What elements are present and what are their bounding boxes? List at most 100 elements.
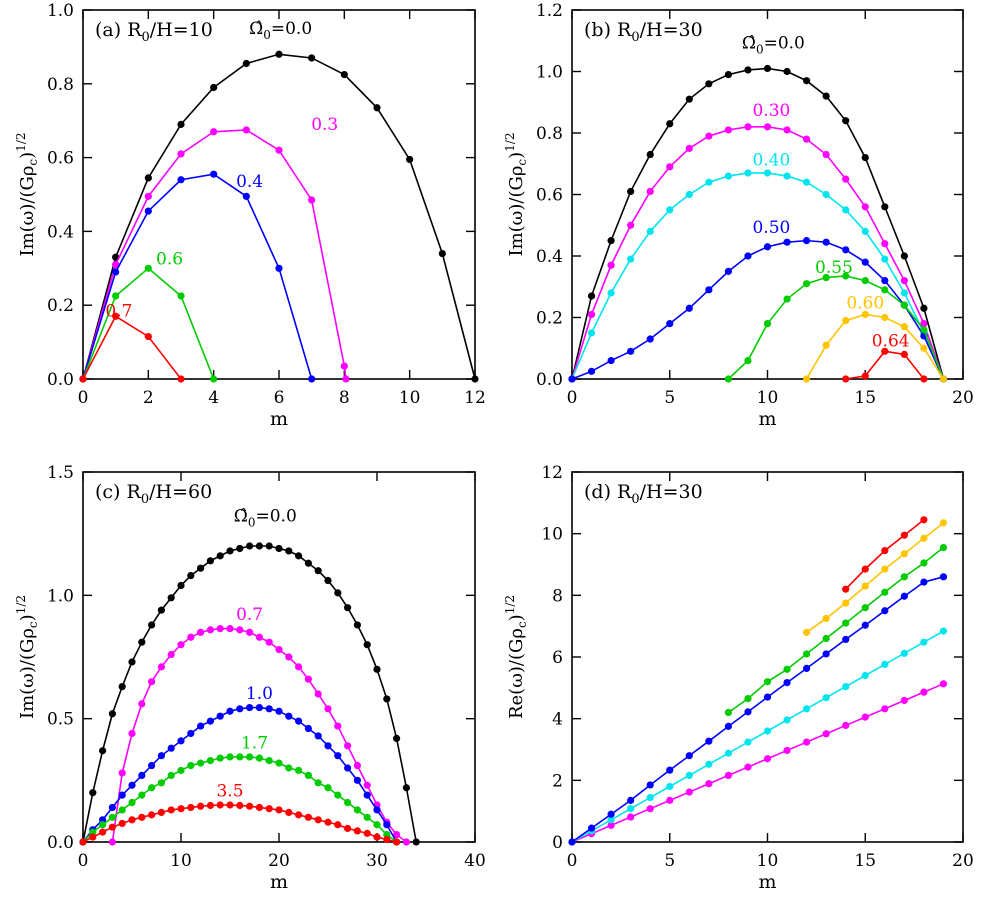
- data-point: [187, 761, 195, 770]
- data-point: [144, 207, 152, 215]
- series-label: 0.50: [752, 218, 790, 238]
- data-point: [242, 192, 250, 200]
- series-line: [82, 53, 476, 380]
- y-tick-label: 1.2: [536, 1, 563, 21]
- data-point: [255, 803, 263, 812]
- data-point: [210, 128, 218, 136]
- data-point: [275, 707, 283, 715]
- data-point: [881, 277, 889, 285]
- x-tick-label: 8: [339, 388, 350, 408]
- data-point: [226, 707, 234, 715]
- data-point: [340, 362, 348, 370]
- data-point: [275, 264, 283, 272]
- data-point: [803, 664, 811, 673]
- series-4: [724, 543, 948, 717]
- data-point: [685, 304, 693, 312]
- data-point: [304, 559, 312, 567]
- data-point: [920, 344, 928, 352]
- data-point: [881, 607, 889, 615]
- data-point: [187, 633, 195, 641]
- data-point: [705, 80, 713, 88]
- series-5: [803, 519, 948, 636]
- data-point: [587, 310, 596, 319]
- x-tick-label: 5: [664, 851, 675, 871]
- data-point: [783, 67, 791, 76]
- data-point: [842, 175, 850, 183]
- data-point: [920, 304, 928, 312]
- series-4: 1.7: [79, 733, 401, 846]
- data-point: [334, 821, 342, 829]
- data-point: [210, 375, 218, 383]
- x-tick-label: 30: [366, 851, 388, 871]
- y-tick-label: 1.0: [536, 63, 563, 83]
- chart-panel-4: 0 5 10 15 20 0 2 4 6 8 10 12 m Re(ω)/(Gρc)1/2 (d) R0/H…: [503, 463, 974, 893]
- data-point: [210, 170, 218, 178]
- data-point: [275, 146, 283, 154]
- data-point: [285, 712, 293, 720]
- data-point: [685, 788, 693, 796]
- data-point: [822, 150, 830, 159]
- data-point: [705, 760, 713, 768]
- data-point: [861, 671, 869, 680]
- series-4: 0.6: [79, 250, 218, 383]
- x-tick-label: 10: [170, 851, 192, 871]
- data-point: [783, 172, 791, 180]
- data-point: [920, 326, 928, 334]
- data-point: [763, 123, 772, 131]
- data-point: [724, 749, 733, 757]
- x-tick-label: 6: [274, 388, 285, 408]
- data-point: [210, 83, 218, 92]
- data-point: [295, 552, 303, 560]
- data-point: [803, 375, 811, 383]
- data-point: [607, 816, 615, 824]
- data-point: [324, 784, 332, 792]
- data-point: [353, 806, 361, 814]
- data-point: [167, 744, 175, 752]
- data-point: [340, 70, 348, 79]
- data-point: [685, 95, 693, 103]
- data-point: [861, 227, 869, 235]
- data-point: [295, 811, 303, 819]
- data-point: [89, 833, 97, 841]
- data-point: [226, 753, 234, 761]
- data-point: [167, 771, 175, 780]
- data-point: [308, 196, 316, 204]
- data-point: [406, 155, 414, 164]
- data-point: [112, 268, 120, 276]
- data-point: [177, 766, 185, 775]
- data-point: [861, 604, 869, 612]
- data-point: [304, 771, 312, 780]
- data-point: [666, 206, 674, 214]
- data-point: [587, 824, 596, 832]
- data-point: [314, 779, 322, 787]
- data-point: [265, 638, 273, 646]
- data-point: [363, 641, 371, 649]
- data-point: [627, 805, 635, 813]
- data-point: [334, 722, 342, 730]
- data-point: [226, 625, 234, 633]
- y-tick-label: 0.0: [47, 833, 74, 853]
- series-label: Ω̂0=0.0: [249, 19, 312, 42]
- data-point: [157, 752, 165, 760]
- plot-frame: [571, 471, 964, 843]
- data-point: [842, 246, 850, 254]
- series-2: 0.7: [108, 605, 410, 846]
- data-point: [724, 722, 733, 730]
- data-point: [128, 816, 136, 824]
- data-point: [216, 801, 224, 809]
- data-point: [344, 798, 352, 807]
- data-point: [373, 821, 381, 829]
- data-point: [393, 838, 401, 846]
- y-tick-label: 0.0: [47, 370, 74, 390]
- data-point: [138, 771, 146, 780]
- data-point: [118, 791, 126, 799]
- data-point: [900, 550, 908, 558]
- y-tick-label: 12: [541, 463, 563, 483]
- x-tick-label: 2: [143, 388, 154, 408]
- series-line: [571, 126, 945, 380]
- y-tick-label: 0: [552, 833, 563, 853]
- data-point: [861, 372, 869, 380]
- data-point: [822, 730, 830, 738]
- data-point: [197, 802, 205, 810]
- series-3: 1.0: [79, 684, 401, 846]
